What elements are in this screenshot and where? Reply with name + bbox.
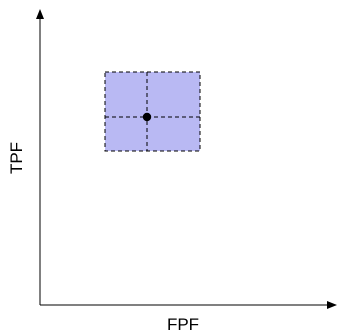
confidence-region [104,71,201,152]
y-axis-label: TPF [7,142,26,174]
x-axis-label: FPF [167,315,199,333]
confidence-region-rect [104,71,201,152]
operating-point [142,112,152,122]
